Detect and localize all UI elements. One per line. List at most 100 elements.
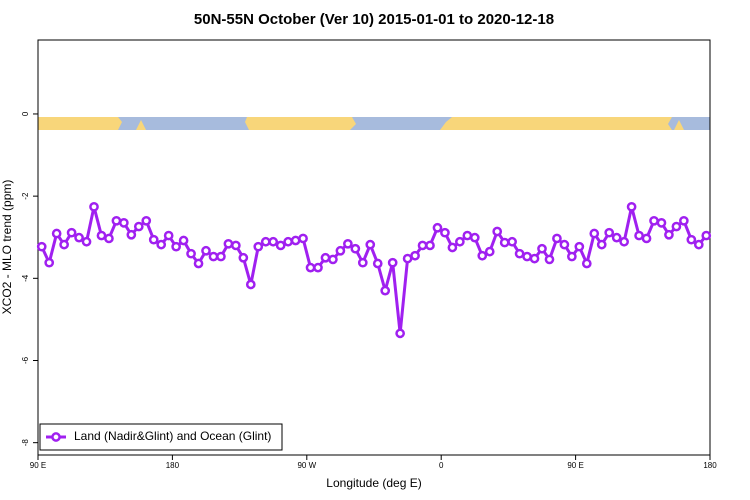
data-point (231, 240, 241, 251)
data-point (544, 254, 555, 265)
data-point (156, 239, 167, 250)
land-band (38, 117, 122, 130)
data-point (440, 227, 450, 238)
data-point (193, 258, 204, 269)
data-point (664, 229, 674, 240)
data-point (507, 236, 517, 247)
data-point (260, 236, 271, 247)
data-point (567, 251, 577, 262)
data-point (671, 221, 682, 232)
x-tick-label: 90 W (297, 461, 316, 470)
data-point (499, 237, 510, 248)
data-point (305, 262, 316, 273)
data-point (216, 251, 226, 262)
data-point (208, 251, 219, 262)
data-point (425, 240, 435, 251)
chart-title: 50N-55N October (Ver 10) 2015-01-01 to 2… (194, 11, 554, 28)
data-point (387, 257, 398, 268)
data-point (275, 240, 286, 251)
data-point (679, 215, 689, 226)
data-point (283, 236, 293, 247)
land-band (136, 120, 146, 130)
data-point (693, 239, 704, 250)
data-point (402, 253, 413, 264)
data-point (634, 230, 644, 241)
data-point (89, 201, 99, 212)
data-point (656, 217, 667, 228)
data-point (96, 230, 107, 241)
data-point (313, 262, 323, 273)
data-point (133, 221, 144, 232)
data-point (410, 250, 420, 261)
data-point (66, 227, 77, 238)
data-point (178, 235, 189, 246)
x-tick-label: 90 E (567, 461, 583, 470)
data-point (238, 252, 249, 263)
data-point (44, 257, 55, 268)
data-point (447, 242, 458, 253)
x-tick-label: 180 (703, 461, 717, 470)
data-point (522, 251, 532, 262)
data-point (365, 239, 376, 250)
data-point (432, 222, 443, 233)
data-point (469, 232, 480, 243)
data-point (119, 217, 129, 228)
x-tick-label: 180 (166, 461, 180, 470)
data-point (328, 254, 338, 265)
land-band (440, 117, 672, 130)
data-point (163, 230, 174, 241)
data-point (223, 238, 234, 249)
legend-box (39, 423, 283, 451)
data-point (290, 235, 301, 246)
data-point (574, 241, 585, 252)
data-point (619, 236, 629, 247)
data-point (686, 234, 697, 245)
land-band (245, 117, 356, 130)
data-point (104, 233, 114, 244)
data-point (559, 239, 570, 250)
data-point (126, 229, 137, 240)
data-point (604, 227, 615, 238)
data-point (641, 233, 652, 244)
data-point (343, 238, 353, 249)
data-point (253, 241, 264, 252)
data-point (372, 258, 383, 269)
data-point (589, 228, 600, 239)
x-tick-label: 90 E (30, 461, 46, 470)
x-axis-title: Longitude (deg E) (326, 476, 421, 490)
data-point (245, 279, 256, 290)
y-axis-title: XCO2 - MLO trend (ppm) (0, 180, 14, 315)
data-point (514, 248, 525, 259)
data-point (357, 257, 368, 268)
data-point (484, 246, 495, 257)
data-point (320, 252, 331, 263)
data-point (701, 230, 712, 241)
data-point (51, 228, 62, 239)
data-point (81, 236, 92, 247)
y-tick-label: -4 (21, 274, 30, 282)
y-tick-label: -6 (21, 356, 30, 364)
data-point (59, 239, 69, 250)
data-point (492, 226, 503, 237)
x-tick-label: 0 (439, 461, 444, 470)
data-point (335, 245, 346, 256)
data-point (552, 233, 562, 244)
legend-label: Land (Nadir&Glint) and Ocean (Glint) (74, 429, 271, 443)
data-point (611, 232, 622, 243)
data-point (462, 230, 473, 241)
data-point (417, 240, 428, 251)
data-point (395, 328, 405, 339)
y-tick-label: -2 (21, 192, 30, 200)
data-point (171, 241, 181, 252)
data-point (581, 258, 592, 269)
data-point (537, 243, 547, 254)
data-point (74, 232, 84, 243)
data-point (477, 250, 488, 261)
data-point (529, 253, 540, 264)
land-ocean-band (38, 117, 710, 130)
data-point (186, 248, 196, 259)
data-point (380, 285, 391, 296)
data-point (350, 243, 361, 254)
